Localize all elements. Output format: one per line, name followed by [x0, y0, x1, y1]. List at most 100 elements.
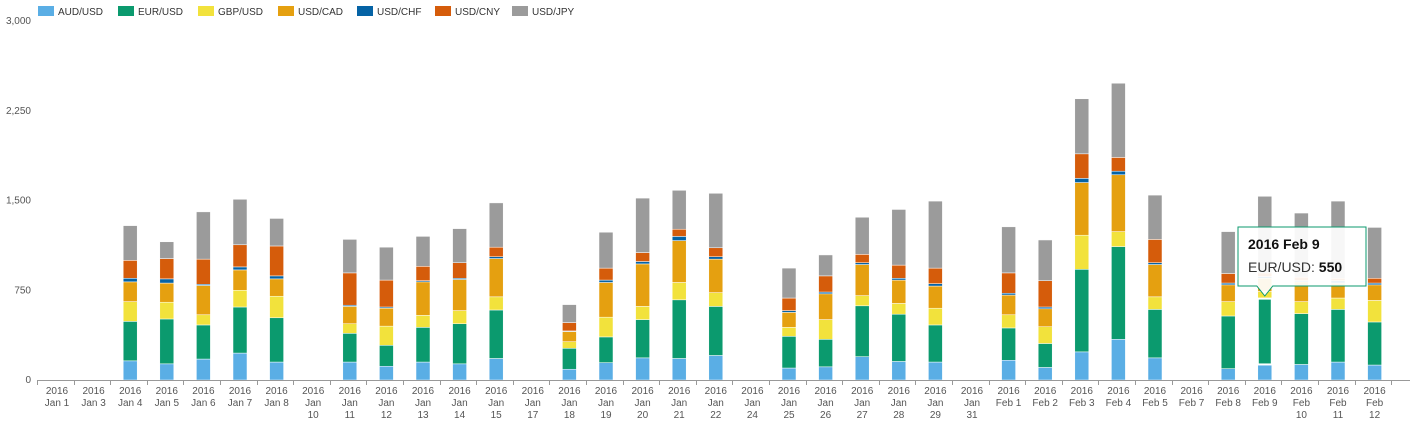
bar-segment-usd-chf[interactable]	[1111, 170, 1126, 176]
bar-segment-gbp-usd[interactable]	[122, 301, 138, 322]
bar-segment-aud-usd[interactable]	[196, 358, 211, 381]
bar-segment-usd-cny[interactable]	[891, 264, 907, 279]
bar-segment-eur-usd[interactable]	[928, 324, 943, 363]
bar-segment-gbp-usd[interactable]	[1147, 296, 1163, 310]
bar-segment-usd-jpy[interactable]	[1147, 194, 1163, 240]
bar-stack[interactable]	[635, 197, 650, 381]
legend-item-eur-usd[interactable]: EUR/USD	[118, 6, 183, 18]
bar-segment-gbp-usd[interactable]	[1294, 301, 1309, 314]
bar-segment-usd-chf[interactable]	[928, 283, 943, 287]
bar-stack[interactable]	[342, 239, 358, 381]
bar-stack[interactable]	[232, 199, 248, 381]
bar-segment-usd-chf[interactable]	[1074, 178, 1090, 183]
bar-segment-usd-chf[interactable]	[1001, 292, 1016, 296]
bar-segment-gbp-usd[interactable]	[854, 295, 870, 307]
bar-segment-gbp-usd[interactable]	[562, 341, 577, 349]
bar-segment-eur-usd[interactable]	[159, 318, 175, 365]
bar-segment-gbp-usd[interactable]	[1367, 300, 1382, 323]
bar-segment-gbp-usd[interactable]	[818, 319, 833, 340]
bar-segment-usd-cad[interactable]	[379, 307, 394, 327]
bar-segment-usd-cny[interactable]	[1001, 272, 1016, 294]
bar-segment-usd-jpy[interactable]	[452, 228, 467, 263]
bar-segment-usd-cad[interactable]	[1074, 182, 1090, 236]
bar-segment-usd-jpy[interactable]	[598, 231, 614, 269]
bar-segment-usd-jpy[interactable]	[232, 199, 248, 246]
legend-item-usd-cad[interactable]: USD/CAD	[278, 6, 343, 18]
bar-segment-usd-cad[interactable]	[1220, 284, 1236, 302]
bar-segment-usd-jpy[interactable]	[1037, 239, 1053, 281]
bar-segment-usd-jpy[interactable]	[818, 254, 833, 277]
bar-segment-usd-cny[interactable]	[196, 258, 211, 285]
bar-segment-aud-usd[interactable]	[415, 361, 431, 381]
bar-segment-usd-chf[interactable]	[122, 278, 138, 283]
bar-segment-aud-usd[interactable]	[122, 360, 138, 381]
bar-stack[interactable]	[818, 254, 833, 381]
bar-segment-eur-usd[interactable]	[1111, 246, 1126, 340]
bar-segment-gbp-usd[interactable]	[342, 323, 358, 334]
bar-segment-aud-usd[interactable]	[1111, 339, 1126, 381]
bar-segment-usd-cad[interactable]	[342, 306, 358, 325]
bar-segment-eur-usd[interactable]	[781, 336, 797, 369]
bar-segment-usd-cad[interactable]	[159, 282, 175, 303]
bar-segment-usd-cny[interactable]	[1367, 278, 1382, 284]
bar-segment-eur-usd[interactable]	[598, 336, 614, 363]
bar-segment-usd-cny[interactable]	[269, 245, 284, 277]
bar-segment-gbp-usd[interactable]	[781, 327, 797, 337]
bar-segment-aud-usd[interactable]	[598, 362, 614, 381]
bar-segment-usd-cad[interactable]	[562, 331, 577, 342]
bar-segment-usd-cny[interactable]	[562, 322, 577, 332]
bar-segment-usd-jpy[interactable]	[928, 200, 943, 269]
bar-segment-usd-chf[interactable]	[1037, 306, 1053, 310]
bar-segment-eur-usd[interactable]	[122, 321, 138, 362]
bar-stack[interactable]	[1111, 82, 1126, 381]
bar-segment-gbp-usd[interactable]	[488, 296, 504, 311]
bar-segment-usd-chf[interactable]	[781, 310, 797, 313]
bar-segment-eur-usd[interactable]	[232, 306, 248, 354]
bar-segment-gbp-usd[interactable]	[1037, 326, 1053, 344]
bar-segment-eur-usd[interactable]	[269, 317, 284, 363]
bar-segment-usd-jpy[interactable]	[415, 236, 431, 267]
bar-stack[interactable]	[159, 241, 175, 381]
bar-stack[interactable]	[854, 217, 870, 381]
bar-segment-usd-chf[interactable]	[159, 278, 175, 284]
bar-segment-usd-cny[interactable]	[122, 260, 138, 279]
bar-segment-eur-usd[interactable]	[1367, 321, 1382, 366]
bar-segment-usd-jpy[interactable]	[196, 211, 211, 260]
bar-segment-gbp-usd[interactable]	[671, 282, 687, 301]
bar-segment-usd-jpy[interactable]	[562, 304, 577, 323]
bar-segment-usd-cad[interactable]	[488, 258, 504, 298]
bar-segment-aud-usd[interactable]	[488, 358, 504, 381]
bar-segment-eur-usd[interactable]	[818, 339, 833, 368]
bar-segment-aud-usd[interactable]	[379, 365, 394, 381]
bar-segment-eur-usd[interactable]	[1037, 343, 1053, 368]
bar-segment-aud-usd[interactable]	[891, 361, 907, 381]
bar-segment-usd-chf[interactable]	[1367, 282, 1382, 286]
bar-segment-usd-jpy[interactable]	[122, 225, 138, 261]
bar-segment-aud-usd[interactable]	[1037, 367, 1053, 381]
bar-segment-eur-usd[interactable]	[342, 333, 358, 363]
bar-segment-usd-cny[interactable]	[1074, 153, 1090, 179]
bar-stack[interactable]	[379, 246, 394, 381]
bar-stack[interactable]	[122, 225, 138, 381]
bar-segment-aud-usd[interactable]	[159, 363, 175, 381]
bar-segment-usd-cny[interactable]	[488, 246, 504, 257]
bar-segment-usd-cad[interactable]	[196, 285, 211, 316]
bar-stack[interactable]	[1367, 227, 1382, 381]
bar-segment-usd-cad[interactable]	[1037, 308, 1053, 327]
bar-stack[interactable]	[671, 190, 687, 381]
bar-segment-aud-usd[interactable]	[1367, 364, 1382, 381]
bar-segment-usd-jpy[interactable]	[891, 209, 907, 266]
bar-segment-aud-usd[interactable]	[1257, 364, 1273, 381]
bar-segment-eur-usd[interactable]	[708, 306, 724, 356]
bar-segment-aud-usd[interactable]	[232, 352, 248, 381]
bar-segment-eur-usd[interactable]	[1147, 309, 1163, 359]
bar-segment-eur-usd[interactable]	[671, 299, 687, 359]
bar-segment-usd-cad[interactable]	[635, 263, 650, 307]
bar-segment-eur-usd[interactable]	[1330, 309, 1346, 363]
bar-segment-usd-cny[interactable]	[671, 228, 687, 237]
bar-segment-usd-cad[interactable]	[818, 293, 833, 320]
bar-segment-aud-usd[interactable]	[452, 363, 467, 381]
bar-segment-gbp-usd[interactable]	[635, 306, 650, 320]
bar-segment-eur-usd[interactable]	[488, 309, 504, 359]
bar-segment-usd-jpy[interactable]	[269, 218, 284, 247]
